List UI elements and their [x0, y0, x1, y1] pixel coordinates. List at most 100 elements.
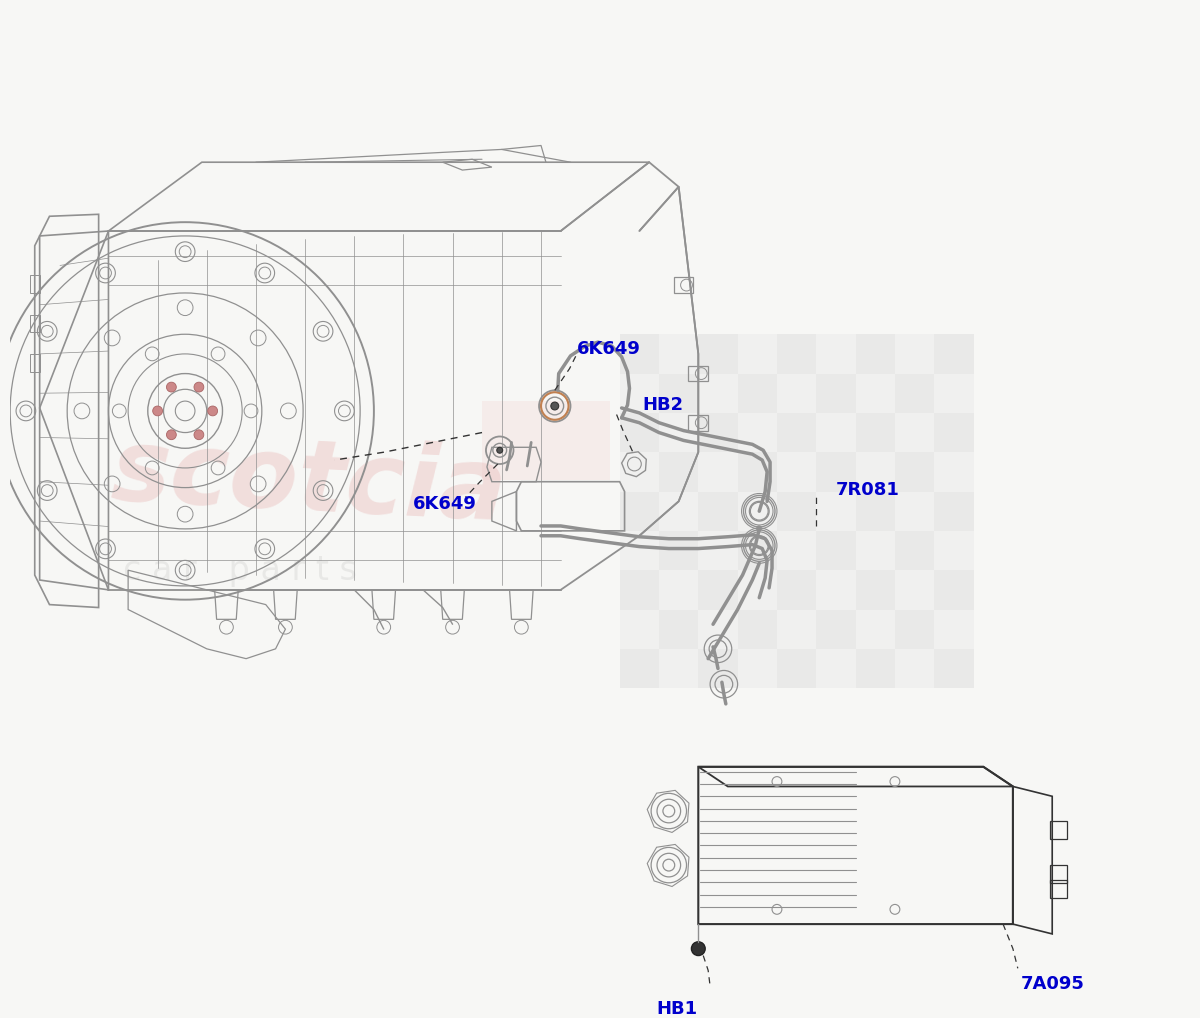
Bar — [816, 334, 856, 374]
Bar — [619, 452, 659, 492]
Bar — [619, 334, 659, 374]
Bar — [659, 452, 698, 492]
Bar — [30, 315, 40, 332]
Bar — [673, 277, 694, 293]
Bar — [856, 610, 895, 648]
Bar — [776, 648, 816, 688]
Bar — [619, 530, 659, 570]
Bar — [30, 354, 40, 372]
Bar — [659, 648, 698, 688]
Bar — [619, 648, 659, 688]
Bar — [776, 452, 816, 492]
Bar — [738, 374, 776, 413]
Bar — [619, 570, 659, 610]
Bar — [856, 492, 895, 530]
Bar — [856, 570, 895, 610]
Bar — [738, 570, 776, 610]
Bar — [816, 413, 856, 452]
Bar — [935, 648, 973, 688]
Bar — [856, 334, 895, 374]
Bar — [698, 648, 738, 688]
Text: scotcia: scotcia — [108, 425, 509, 542]
Bar — [856, 374, 895, 413]
Bar — [776, 334, 816, 374]
Text: HB1: HB1 — [656, 1000, 697, 1018]
Bar — [698, 374, 738, 413]
Bar — [895, 492, 935, 530]
Bar — [816, 570, 856, 610]
Bar — [895, 374, 935, 413]
Bar — [698, 530, 738, 570]
Bar — [738, 334, 776, 374]
Bar — [659, 413, 698, 452]
Bar — [776, 610, 816, 648]
Bar — [935, 334, 973, 374]
Bar — [856, 452, 895, 492]
Bar — [698, 492, 738, 530]
Bar — [659, 492, 698, 530]
Text: HB2: HB2 — [642, 396, 683, 414]
Text: 6K649: 6K649 — [576, 340, 641, 358]
Text: 7R081: 7R081 — [836, 480, 900, 499]
Bar — [935, 530, 973, 570]
Bar — [698, 452, 738, 492]
Bar — [935, 374, 973, 413]
Bar — [895, 413, 935, 452]
Bar — [698, 610, 738, 648]
Bar — [816, 452, 856, 492]
Bar — [816, 492, 856, 530]
Bar — [935, 452, 973, 492]
Bar — [856, 530, 895, 570]
Bar — [738, 452, 776, 492]
Text: 7A095: 7A095 — [1021, 975, 1085, 994]
Text: 6K649: 6K649 — [413, 496, 478, 513]
Circle shape — [691, 942, 706, 956]
Bar — [698, 413, 738, 452]
Bar — [738, 413, 776, 452]
Bar — [816, 530, 856, 570]
Bar — [659, 374, 698, 413]
Bar — [935, 413, 973, 452]
Bar — [856, 413, 895, 452]
Bar — [895, 452, 935, 492]
Circle shape — [194, 430, 204, 440]
Bar — [659, 610, 698, 648]
Circle shape — [194, 382, 204, 392]
Bar — [816, 610, 856, 648]
Bar — [619, 374, 659, 413]
Bar — [619, 413, 659, 452]
Text: c a r   p a r t s: c a r p a r t s — [124, 554, 358, 587]
Bar — [738, 530, 776, 570]
Bar — [738, 610, 776, 648]
Bar — [659, 570, 698, 610]
Bar — [738, 648, 776, 688]
Circle shape — [497, 447, 503, 453]
Circle shape — [167, 382, 176, 392]
Bar — [30, 275, 40, 293]
Bar — [776, 374, 816, 413]
Bar — [935, 610, 973, 648]
Bar — [856, 648, 895, 688]
Bar — [776, 530, 816, 570]
Bar — [689, 365, 708, 382]
Bar — [659, 334, 698, 374]
Bar — [738, 492, 776, 530]
Bar — [816, 648, 856, 688]
Bar — [776, 492, 816, 530]
Bar — [776, 570, 816, 610]
Circle shape — [152, 406, 162, 415]
Bar — [895, 610, 935, 648]
Bar — [698, 570, 738, 610]
Bar — [895, 530, 935, 570]
Bar — [619, 610, 659, 648]
Bar — [895, 570, 935, 610]
Circle shape — [208, 406, 217, 415]
Bar — [776, 413, 816, 452]
Circle shape — [167, 430, 176, 440]
Bar — [935, 570, 973, 610]
Bar — [816, 374, 856, 413]
Bar — [698, 334, 738, 374]
Bar — [659, 530, 698, 570]
Bar — [935, 492, 973, 530]
Bar — [619, 492, 659, 530]
